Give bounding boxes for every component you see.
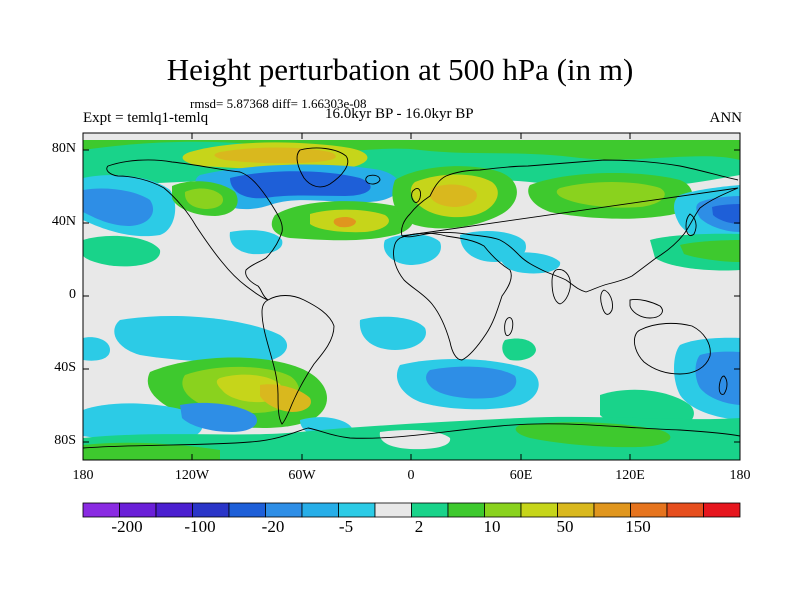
colorbar-swatch	[484, 502, 522, 518]
lat-label-80n: 80N	[51, 141, 76, 156]
coastline-india	[551, 269, 571, 305]
colorbar-swatch	[374, 502, 412, 518]
coastline-north-america	[106, 159, 283, 301]
coastline-british-isles	[411, 187, 421, 203]
contour-antarctic-green2	[515, 422, 671, 448]
lat-label-40s: 40S	[54, 360, 76, 375]
lat-label-0: 0	[69, 287, 76, 302]
contour-na-west-yellow	[184, 188, 224, 209]
coastline-iceland	[365, 174, 381, 185]
contour-sh-australia-darkblue	[695, 351, 740, 405]
colorbar-swatch	[447, 502, 485, 518]
lon-label-180w: 180	[72, 468, 94, 483]
contour-midatlantic-orange	[333, 216, 356, 228]
contour-greenland-gold	[214, 147, 336, 164]
coastline-africa	[393, 232, 512, 361]
stats-line: rmsd= 5.87368 diff= 1.66303e-08	[190, 96, 367, 111]
coastline-new-zealand	[718, 375, 728, 395]
colorbar-label: 150	[625, 517, 651, 536]
colorbar-label: 10	[483, 517, 501, 536]
colorbar	[82, 502, 741, 518]
colorbar-swatch	[265, 502, 303, 518]
coastline-southeast-asia	[600, 289, 663, 319]
period-label: 16.0kyr BP - 16.0kyr BP	[325, 106, 474, 122]
lon-label-120e: 120E	[615, 468, 645, 483]
lon-label-0: 0	[407, 468, 415, 483]
lon-label-180e: 180	[729, 468, 751, 483]
coastline-japan	[685, 213, 697, 237]
colorbar-label: -5	[338, 517, 354, 536]
colorbar-label: -100	[184, 517, 216, 536]
lon-label-120w: 120W	[174, 468, 210, 483]
coastline-eurasia	[401, 159, 739, 293]
contour-antarctic-green3	[83, 442, 220, 460]
lat-label-80s: 80S	[54, 433, 76, 448]
colorbar-swatch	[301, 502, 339, 518]
colorbar-swatch	[411, 502, 449, 518]
contour-west-africa-blue	[383, 234, 441, 265]
contour-field	[83, 133, 740, 460]
colorbar-swatch	[338, 502, 376, 518]
contour-sh-southern-darkblue	[180, 402, 258, 432]
colorbar-swatch	[119, 502, 157, 518]
coastline-madagascar	[504, 317, 514, 337]
contour-sh-indian-darkblue	[426, 366, 517, 399]
contour-europe-gold	[430, 184, 477, 207]
colorbar-label: -20	[261, 517, 285, 536]
colorbar-swatch	[82, 502, 120, 518]
colorbar-swatch	[192, 502, 230, 518]
map-title: Height perturbation at 500 hPa (in m)	[166, 52, 634, 87]
contour-pacific-north-darkblue	[83, 188, 154, 226]
contour-nw-pacific-deepblue	[712, 204, 740, 224]
contour-east-asia-green2	[680, 240, 740, 262]
contour-sh-pacific-blue	[114, 315, 288, 363]
contour-pacific-sub-blue	[229, 230, 283, 255]
colorbar-swatch	[520, 502, 558, 518]
contour-pacific-mid-green	[83, 235, 161, 267]
coastline-south-america	[261, 295, 335, 425]
contour-north-atlantic-darkblue	[230, 171, 371, 199]
colorbar-label: 2	[414, 517, 424, 536]
coastlines	[83, 147, 740, 449]
colorbar-swatch	[155, 502, 193, 518]
experiment-label: Expt = temlq1-temlq	[83, 110, 209, 126]
lon-label-60e: 60E	[509, 468, 533, 483]
coastline-antarctica	[83, 423, 740, 449]
coastline-greenland	[296, 147, 349, 188]
colorbar-label: -200	[111, 517, 143, 536]
colorbar-swatch	[557, 502, 595, 518]
season-label: ANN	[709, 110, 743, 126]
contour-asia-yellow	[556, 182, 665, 208]
contour-sahara-blue	[500, 252, 561, 274]
colorbar-swatch	[666, 502, 704, 518]
lon-label-60w: 60W	[288, 468, 316, 483]
colorbar-swatch	[703, 502, 741, 518]
colorbar-swatch	[593, 502, 631, 518]
colorbar-label: 50	[556, 517, 574, 536]
colorbar-swatch	[630, 502, 668, 518]
contour-sh-southern-blue	[83, 403, 203, 443]
lat-label-40n: 40N	[51, 214, 76, 229]
contour-sh-south-atlantic-blue	[359, 316, 426, 350]
coastline-australia	[633, 322, 711, 375]
contour-antarctic-grey	[379, 430, 451, 450]
contour-sh-madagascar-green	[502, 338, 536, 361]
colorbar-swatch	[228, 502, 266, 518]
contour-sh-far-blue	[83, 337, 110, 361]
axis-ticks	[83, 133, 740, 460]
